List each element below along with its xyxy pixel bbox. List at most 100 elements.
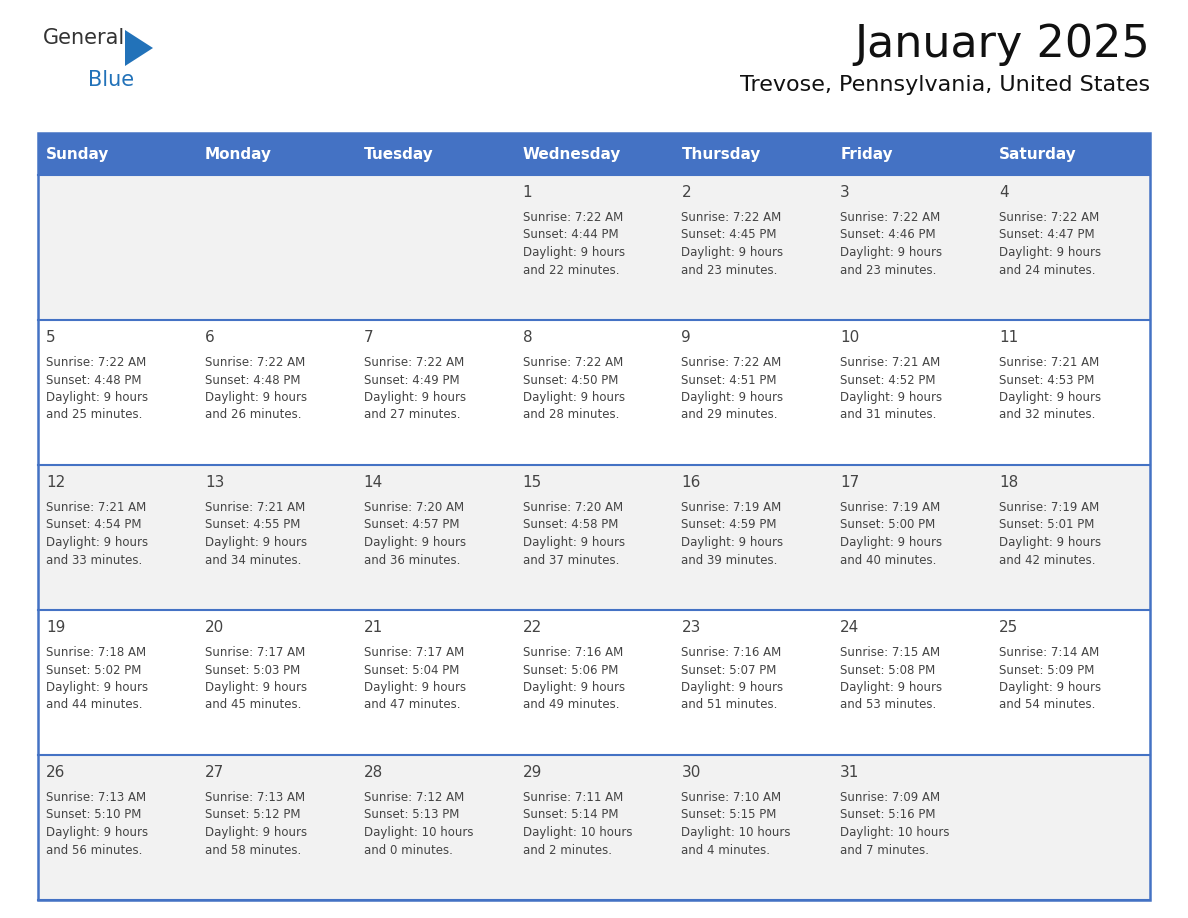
Text: Daylight: 9 hours: Daylight: 9 hours	[840, 391, 942, 404]
Text: Sunset: 4:52 PM: Sunset: 4:52 PM	[840, 374, 936, 386]
Text: Sunrise: 7:16 AM: Sunrise: 7:16 AM	[682, 646, 782, 659]
Text: and 56 minutes.: and 56 minutes.	[46, 844, 143, 856]
Text: Sunrise: 7:18 AM: Sunrise: 7:18 AM	[46, 646, 146, 659]
Text: and 39 minutes.: and 39 minutes.	[682, 554, 778, 566]
Text: Daylight: 9 hours: Daylight: 9 hours	[204, 681, 307, 694]
Text: Sunrise: 7:22 AM: Sunrise: 7:22 AM	[523, 356, 623, 369]
Text: Sunrise: 7:22 AM: Sunrise: 7:22 AM	[682, 356, 782, 369]
Text: Sunset: 5:13 PM: Sunset: 5:13 PM	[364, 809, 459, 822]
Text: Sunrise: 7:19 AM: Sunrise: 7:19 AM	[999, 501, 1099, 514]
Text: Monday: Monday	[204, 147, 272, 162]
Text: Sunset: 4:44 PM: Sunset: 4:44 PM	[523, 229, 618, 241]
Text: 28: 28	[364, 765, 383, 780]
Text: 9: 9	[682, 330, 691, 345]
Text: and 45 minutes.: and 45 minutes.	[204, 699, 302, 711]
Text: Sunrise: 7:20 AM: Sunrise: 7:20 AM	[364, 501, 463, 514]
Text: and 53 minutes.: and 53 minutes.	[840, 699, 936, 711]
Text: Sunrise: 7:22 AM: Sunrise: 7:22 AM	[204, 356, 305, 369]
Text: Sunrise: 7:19 AM: Sunrise: 7:19 AM	[682, 501, 782, 514]
Text: Sunset: 4:54 PM: Sunset: 4:54 PM	[46, 519, 141, 532]
Text: 15: 15	[523, 475, 542, 490]
Text: Tuesday: Tuesday	[364, 147, 434, 162]
Text: Daylight: 9 hours: Daylight: 9 hours	[840, 681, 942, 694]
Text: and 28 minutes.: and 28 minutes.	[523, 409, 619, 421]
Text: Daylight: 9 hours: Daylight: 9 hours	[46, 681, 148, 694]
Text: 22: 22	[523, 620, 542, 635]
Text: Sunrise: 7:20 AM: Sunrise: 7:20 AM	[523, 501, 623, 514]
Text: Sunrise: 7:21 AM: Sunrise: 7:21 AM	[999, 356, 1099, 369]
Text: 11: 11	[999, 330, 1018, 345]
Text: Daylight: 9 hours: Daylight: 9 hours	[46, 536, 148, 549]
Text: Sunrise: 7:22 AM: Sunrise: 7:22 AM	[523, 211, 623, 224]
Bar	[38, 133, 1150, 175]
Text: and 31 minutes.: and 31 minutes.	[840, 409, 936, 421]
Text: 29: 29	[523, 765, 542, 780]
Text: and 23 minutes.: and 23 minutes.	[840, 263, 936, 276]
Text: 13: 13	[204, 475, 225, 490]
Text: Wednesday: Wednesday	[523, 147, 621, 162]
Text: 20: 20	[204, 620, 225, 635]
Text: Sunset: 5:12 PM: Sunset: 5:12 PM	[204, 809, 301, 822]
Text: and 26 minutes.: and 26 minutes.	[204, 409, 302, 421]
Text: and 27 minutes.: and 27 minutes.	[364, 409, 460, 421]
Text: 17: 17	[840, 475, 860, 490]
Text: Sunrise: 7:17 AM: Sunrise: 7:17 AM	[204, 646, 305, 659]
Text: Daylight: 10 hours: Daylight: 10 hours	[523, 826, 632, 839]
Text: Sunset: 5:08 PM: Sunset: 5:08 PM	[840, 664, 935, 677]
Text: Sunset: 5:07 PM: Sunset: 5:07 PM	[682, 664, 777, 677]
Text: and 51 minutes.: and 51 minutes.	[682, 699, 778, 711]
Text: 16: 16	[682, 475, 701, 490]
Text: Sunset: 5:15 PM: Sunset: 5:15 PM	[682, 809, 777, 822]
Text: and 24 minutes.: and 24 minutes.	[999, 263, 1095, 276]
Text: Daylight: 9 hours: Daylight: 9 hours	[999, 681, 1101, 694]
Bar	[38, 465, 1150, 610]
Text: 19: 19	[46, 620, 65, 635]
Text: Sunrise: 7:22 AM: Sunrise: 7:22 AM	[364, 356, 465, 369]
Text: Daylight: 9 hours: Daylight: 9 hours	[840, 246, 942, 259]
Text: and 49 minutes.: and 49 minutes.	[523, 699, 619, 711]
Text: Sunrise: 7:22 AM: Sunrise: 7:22 AM	[682, 211, 782, 224]
Text: 30: 30	[682, 765, 701, 780]
Text: Sunset: 4:48 PM: Sunset: 4:48 PM	[204, 374, 301, 386]
Text: and 22 minutes.: and 22 minutes.	[523, 263, 619, 276]
Text: and 40 minutes.: and 40 minutes.	[840, 554, 936, 566]
Text: 18: 18	[999, 475, 1018, 490]
Text: Sunrise: 7:09 AM: Sunrise: 7:09 AM	[840, 791, 941, 804]
Text: and 2 minutes.: and 2 minutes.	[523, 844, 612, 856]
Text: 4: 4	[999, 185, 1009, 200]
Text: Sunset: 4:58 PM: Sunset: 4:58 PM	[523, 519, 618, 532]
Text: 23: 23	[682, 620, 701, 635]
Text: and 44 minutes.: and 44 minutes.	[46, 699, 143, 711]
Text: and 33 minutes.: and 33 minutes.	[46, 554, 143, 566]
Text: and 7 minutes.: and 7 minutes.	[840, 844, 929, 856]
Text: Sunset: 4:48 PM: Sunset: 4:48 PM	[46, 374, 141, 386]
Text: Sunrise: 7:21 AM: Sunrise: 7:21 AM	[46, 501, 146, 514]
Text: Daylight: 9 hours: Daylight: 9 hours	[523, 681, 625, 694]
Text: Sunrise: 7:13 AM: Sunrise: 7:13 AM	[46, 791, 146, 804]
Text: and 34 minutes.: and 34 minutes.	[204, 554, 302, 566]
Text: 21: 21	[364, 620, 383, 635]
Text: Sunset: 5:16 PM: Sunset: 5:16 PM	[840, 809, 936, 822]
Text: 8: 8	[523, 330, 532, 345]
Text: 26: 26	[46, 765, 65, 780]
Bar	[38, 755, 1150, 900]
Text: Sunrise: 7:11 AM: Sunrise: 7:11 AM	[523, 791, 623, 804]
Bar	[38, 133, 1150, 900]
Text: Sunrise: 7:22 AM: Sunrise: 7:22 AM	[840, 211, 941, 224]
Bar	[38, 175, 1150, 320]
Text: Sunset: 5:04 PM: Sunset: 5:04 PM	[364, 664, 459, 677]
Bar	[38, 610, 1150, 755]
Text: Daylight: 9 hours: Daylight: 9 hours	[523, 536, 625, 549]
Text: Friday: Friday	[840, 147, 893, 162]
Text: Sunset: 5:06 PM: Sunset: 5:06 PM	[523, 664, 618, 677]
Text: 27: 27	[204, 765, 225, 780]
Text: Daylight: 9 hours: Daylight: 9 hours	[364, 536, 466, 549]
Text: Daylight: 9 hours: Daylight: 9 hours	[204, 536, 307, 549]
Text: Daylight: 10 hours: Daylight: 10 hours	[840, 826, 949, 839]
Text: Sunset: 5:00 PM: Sunset: 5:00 PM	[840, 519, 935, 532]
Text: Sunset: 4:55 PM: Sunset: 4:55 PM	[204, 519, 301, 532]
Text: Daylight: 9 hours: Daylight: 9 hours	[523, 391, 625, 404]
Text: 24: 24	[840, 620, 860, 635]
Text: Sunrise: 7:10 AM: Sunrise: 7:10 AM	[682, 791, 782, 804]
Text: 31: 31	[840, 765, 860, 780]
